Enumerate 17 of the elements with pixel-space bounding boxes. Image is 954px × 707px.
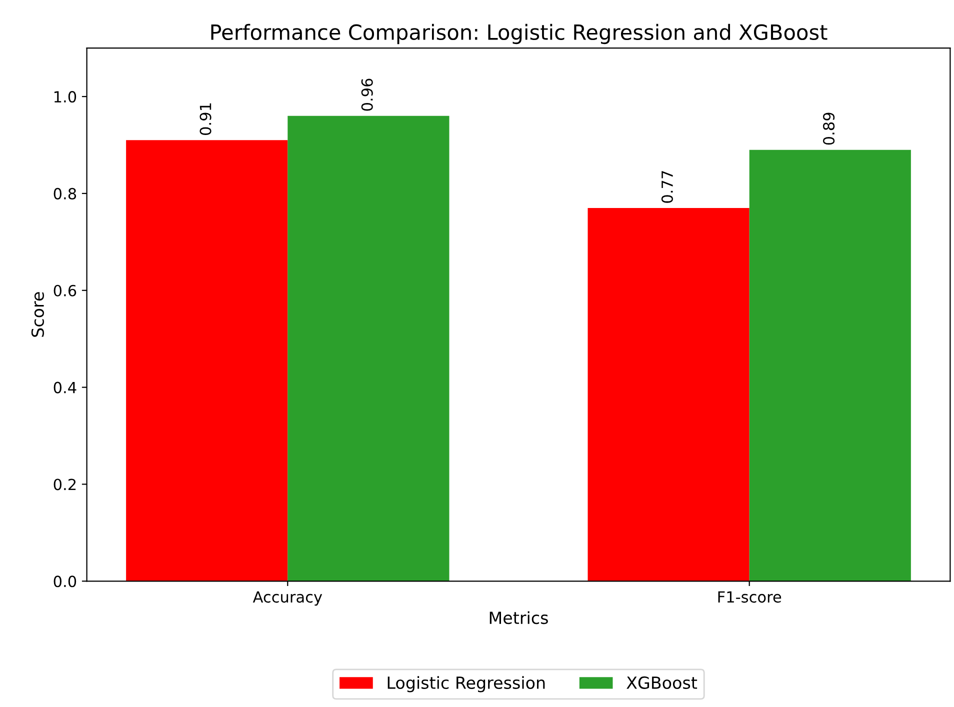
data-label: 0.77 — [661, 171, 673, 203]
y-tick-label: 0.0 — [54, 576, 76, 588]
y-tick-label: 0.8 — [54, 188, 76, 200]
y-tick-label: 0.4 — [54, 382, 76, 394]
legend-label: Logistic Regression — [388, 676, 545, 692]
chart-title: Performance Comparison: Logistic Regression and XGBoost — [211, 24, 828, 44]
y-tick-label: 1.0 — [54, 91, 76, 103]
data-label: 0.91 — [200, 103, 212, 135]
x-axis-title: Metrics — [490, 611, 548, 624]
x-tick-label: Accuracy — [252, 591, 322, 606]
data-label: 0.96 — [361, 78, 373, 111]
y-tick-label: 0.2 — [54, 478, 76, 490]
y-axis-title: Score — [31, 292, 44, 337]
y-tick-label: 0.6 — [54, 284, 76, 296]
legend-label: XGBoost — [626, 676, 698, 690]
x-tick-label: F1-score — [718, 591, 782, 603]
data-label: 0.89 — [823, 112, 835, 145]
